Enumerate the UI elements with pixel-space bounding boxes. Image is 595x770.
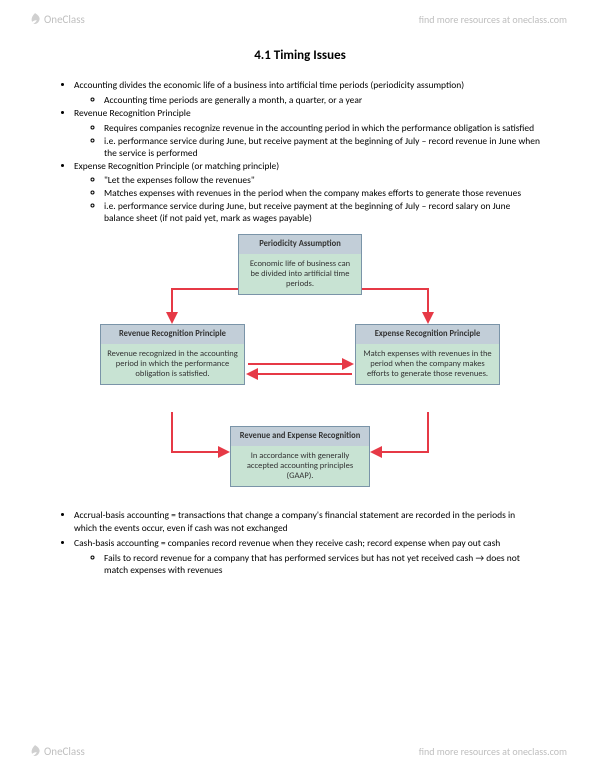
list-item: Fails to record revenue for a company th…	[104, 552, 540, 576]
box-title: Revenue Recognition Principle	[101, 325, 244, 343]
bullet-list: Accounting divides the economic life of …	[60, 79, 540, 224]
list-item: Requires companies recognize revenue in …	[104, 122, 540, 134]
list-item: i.e. performance service during June, bu…	[104, 200, 540, 224]
sub-list: "Let the expenses follow the revenues"Ma…	[74, 174, 540, 224]
diagram-box-right: Expense Recognition Principle Match expe…	[355, 324, 500, 385]
page-title: 4.1 Timing Issues	[60, 48, 540, 63]
brand-logo: OneClass	[28, 744, 85, 758]
leaf-icon	[28, 744, 42, 758]
box-body: Economic life of business can be divided…	[239, 254, 361, 295]
list-item: Cash-basis accounting = companies record…	[74, 537, 540, 550]
flow-diagram: Periodicity Assumption Economic life of …	[100, 234, 500, 499]
list-item: i.e. performance service during June, bu…	[104, 135, 540, 159]
sub-list: Fails to record revenue for a company th…	[74, 552, 540, 576]
brand-name: OneClass	[44, 13, 85, 26]
sub-list: Accounting time periods are generally a …	[74, 94, 540, 106]
page-content: 4.1 Timing Issues Accounting divides the…	[60, 48, 540, 577]
sub-list: Requires companies recognize revenue in …	[74, 122, 540, 159]
diagram-box-left: Revenue Recognition Principle Revenue re…	[100, 324, 245, 385]
box-title: Periodicity Assumption	[239, 235, 361, 253]
list-item: Matches expenses with revenues in the pe…	[104, 187, 540, 199]
list-item: Accounting time periods are generally a …	[104, 94, 540, 106]
header-tagline: find more resources at oneclass.com	[419, 13, 567, 26]
box-title: Revenue and Expense Recognition	[231, 427, 369, 445]
leaf-icon	[28, 12, 42, 26]
diagram-box-bottom: Revenue and Expense Recognition In accor…	[230, 426, 370, 487]
footer-tagline: find more resources at oneclass.com	[419, 745, 567, 758]
page-footer: OneClass find more resources at oneclass…	[0, 738, 595, 764]
page-header: OneClass find more resources at oneclass…	[0, 6, 595, 32]
list-item: Expense Recognition Principle (or matchi…	[74, 160, 540, 173]
list-item: "Let the expenses follow the revenues"	[104, 174, 540, 186]
brand-name: OneClass	[44, 745, 85, 758]
list-item: Revenue Recognition Principle	[74, 107, 540, 120]
list-item: Accrual-basis accounting = transactions …	[74, 509, 540, 535]
box-body: Match expenses with revenues in the peri…	[356, 344, 499, 385]
bullet-list-bottom: Accrual-basis accounting = transactions …	[60, 509, 540, 575]
box-body: In accordance with generally accepted ac…	[231, 446, 369, 487]
brand-logo: OneClass	[28, 12, 85, 26]
box-body: Revenue recognized in the accounting per…	[101, 344, 244, 385]
list-item: Accounting divides the economic life of …	[74, 79, 540, 92]
box-title: Expense Recognition Principle	[356, 325, 499, 343]
diagram-box-top: Periodicity Assumption Economic life of …	[238, 234, 362, 295]
